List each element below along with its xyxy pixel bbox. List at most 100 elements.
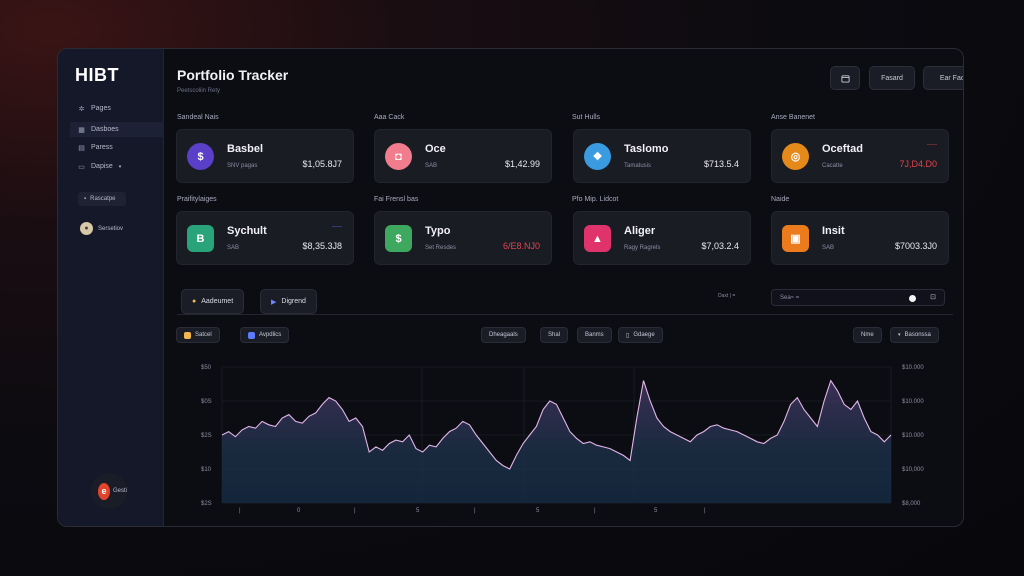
filter-chip[interactable]: ▯ Gdaege: [618, 327, 663, 343]
expand-icon[interactable]: ⊡: [930, 294, 936, 301]
filter-chip[interactable]: Avpdlics: [240, 327, 290, 343]
sidebar-item-label: Dapise: [91, 163, 113, 170]
x-axis-label: |: [239, 508, 241, 514]
asset-name: Oceftad: [822, 143, 863, 155]
section-label: Aaa Cack: [374, 114, 405, 121]
chart-area: [222, 380, 891, 503]
asset-name: Taslomo: [624, 143, 669, 155]
section-label: Naide: [771, 196, 790, 203]
tab-aadeumet[interactable]: ● Aadeumet: [181, 289, 245, 314]
chevron-down-icon: ▾: [118, 163, 122, 170]
coin-icon: ●: [192, 298, 197, 305]
tab-label: Digrend: [281, 298, 306, 305]
sidebar: HIBT ✲ Pages ▦ Dasboes ▤ Paress ▭ Dapise…: [58, 49, 164, 526]
asset-card[interactable]: ❖ Taslomo Tamatusis $713.5.4: [573, 129, 751, 183]
asset-value: $7,03.2.4: [701, 241, 739, 251]
bolt-icon: [184, 331, 191, 339]
asset-value: $7003.3J0: [894, 241, 937, 251]
chip-label: Shal: [548, 332, 561, 338]
asset-value: 7J,D4.D0: [899, 159, 937, 169]
chevron-down-icon: ▾: [898, 332, 901, 338]
asset-card[interactable]: B Sychult —— SAB $8,35.3J8: [176, 211, 354, 265]
sidebar-user-label: Sersetiov: [98, 225, 124, 232]
search-label: Daxt | =: [718, 293, 736, 299]
app-logo: HIBT: [75, 65, 119, 85]
asset-sub: SNV pagas: [227, 163, 258, 169]
coin-icon: ◎: [782, 143, 809, 170]
x-axis-label: 5: [416, 508, 420, 514]
y-axis-label-right: $10.000: [902, 365, 924, 371]
asset-card[interactable]: ▣ Insit SAB $7003.3J0: [771, 211, 949, 265]
asset-card[interactable]: ◎ Oceftad —— Cacatte 7J,D4.D0: [771, 129, 949, 183]
x-axis-label: |: [594, 508, 596, 514]
y-axis-label-right: $8,000: [902, 501, 921, 507]
x-axis-label: |: [474, 508, 476, 514]
y-axis-label-right: $10.000: [902, 399, 924, 405]
chip-label: Satcel: [195, 332, 212, 338]
asset-sub: Cacatte: [822, 163, 843, 169]
coin-icon: ❖: [584, 143, 611, 170]
asset-name: Oce: [425, 143, 446, 155]
x-axis-label: |: [354, 508, 356, 514]
play-icon: ▶: [271, 298, 277, 306]
user-avatar-icon: ●: [80, 222, 93, 235]
sidebar-item-paress[interactable]: ▤ Paress: [70, 140, 164, 155]
sidebar-bottom-label: Gesti: [112, 488, 127, 494]
price-chart: $50 $0S $2S $10 $2S $10.000 $10.000 $10.000 $10…: [164, 349, 963, 519]
chip-label: Basonssa: [904, 332, 931, 338]
sort-dropdown[interactable]: ▾ Basonssa: [890, 327, 939, 343]
coin-icon: ▲: [584, 225, 611, 252]
filter-chip[interactable]: Shal: [540, 327, 569, 343]
asset-card[interactable]: ▲ Aliger Ragy Ragrels $7,03.2.4: [573, 211, 751, 265]
coin-icon: $: [187, 143, 214, 170]
asset-card[interactable]: $ Basbel SNV pagas $1,05.8J7: [176, 129, 354, 183]
sidebar-user[interactable]: ● Sersetiov: [80, 222, 123, 235]
page-subtitle: Peetscoliin Rety: [177, 88, 221, 94]
sidebar-item-pages[interactable]: ✲ Pages: [70, 101, 164, 116]
fasard-button[interactable]: Fasard: [869, 66, 915, 90]
app-window: HIBT ✲ Pages ▦ Dasboes ▤ Paress ▭ Dapise…: [57, 48, 964, 527]
filter-chip[interactable]: Banms: [577, 327, 612, 343]
y-axis-label: $2S: [201, 433, 212, 439]
section-label: Praifitylaiges: [177, 196, 217, 203]
asset-tag: ——: [332, 224, 342, 230]
search-input[interactable]: Sea≈ = ⊡: [771, 289, 945, 306]
filter-chip[interactable]: Nme: [853, 327, 882, 343]
asset-sub: Ragy Ragrels: [624, 245, 661, 251]
filter-chip[interactable]: Dheagaals: [481, 327, 526, 343]
chip-label: Avpdlics: [259, 332, 282, 338]
sidebar-bottom-badge[interactable]: e Gesti: [91, 473, 127, 509]
asset-name: Typo: [425, 225, 451, 237]
asset-name: Insit: [822, 225, 845, 237]
y-axis-label: $50: [201, 365, 212, 371]
brand-icon: e: [98, 482, 110, 500]
asset-card[interactable]: $ Typo Set Resdes 6/E8.NJ0: [374, 211, 552, 265]
tab-digrend[interactable]: ▶ Digrend: [260, 289, 317, 314]
asset-value: $713.5.4: [703, 159, 739, 169]
sidebar-item-dapise[interactable]: ▭ Dapise ▾: [70, 159, 164, 174]
chip-label: Banms: [585, 332, 604, 338]
asset-sub: Tamatusis: [624, 163, 652, 169]
y-axis-label: $2S: [201, 501, 212, 507]
y-axis-label: $0S: [201, 399, 212, 405]
toggle-knob[interactable]: [909, 295, 916, 302]
sidebar-item-label: Dasboes: [91, 126, 119, 133]
primary-action-button[interactable]: Ear Facimum Haee: [923, 66, 963, 90]
sidebar-action-button[interactable]: ▪ Rascatpe: [78, 192, 126, 206]
filter-chip[interactable]: Satcel: [176, 327, 220, 343]
x-axis-label: 0: [297, 508, 301, 514]
chart-line: [221, 379, 892, 470]
y-axis-label: $10: [201, 467, 212, 473]
calendar-button[interactable]: [830, 66, 860, 90]
page-title: Portfolio Tracker: [177, 67, 289, 83]
chip-label: Dheagaals: [489, 332, 518, 338]
section-label: Sandeal Nais: [177, 114, 219, 121]
asset-name: Basbel: [227, 143, 264, 155]
asset-sub: SAB: [822, 245, 835, 251]
asset-value: $1,42.99: [504, 159, 540, 169]
asset-sub: Set Resdes: [425, 245, 457, 251]
sidebar-item-dashboard[interactable]: ▦ Dasboes: [70, 122, 164, 137]
chart-svg: $50 $0S $2S $10 $2S $10.000 $10.000 $10.000 $10…: [201, 365, 924, 514]
asset-card[interactable]: ◘ Oce SAB $1,42.99: [374, 129, 552, 183]
asset-tag: ——: [927, 142, 937, 148]
